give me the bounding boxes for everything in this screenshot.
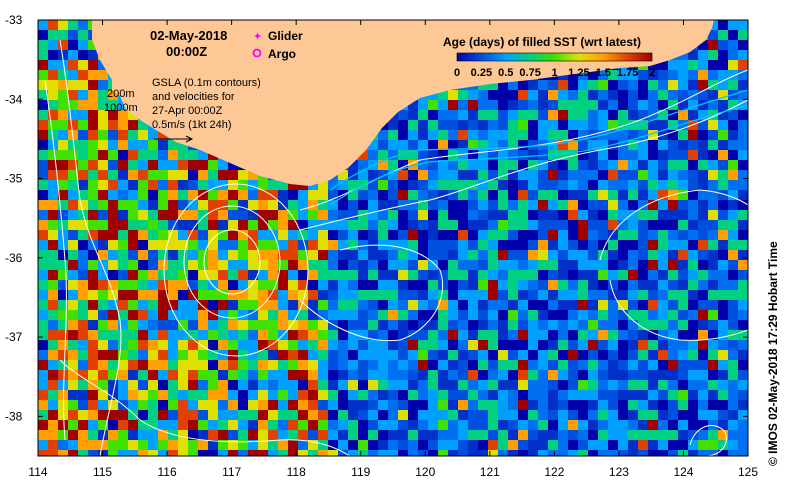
gsla-note-line4: 0.5m/s (1kt 24h) (152, 119, 231, 131)
x-tick-label: 122 (544, 465, 564, 479)
isobaths (329, 89, 748, 206)
y-tick-label: -38 (5, 409, 23, 423)
x-tick-label: 120 (415, 465, 435, 479)
colorbar-tick-label: 0.75 (519, 67, 540, 79)
x-tick-label: 115 (93, 465, 112, 479)
isobath-200m-label: 200m (107, 88, 135, 100)
colorbar-ticks: 0 0.25 0.5 0.75 1 1.25 1.5 1.75 2 (454, 67, 655, 79)
gsla-contour (44, 79, 67, 441)
isobath-1000m (329, 104, 748, 206)
glider-legend-label: Glider (268, 29, 303, 43)
x-tick-label: 114 (28, 465, 47, 479)
imos-credit: © IMOS 02-May-2018 17:29 Hobart Time (766, 241, 780, 466)
x-tick-label: 124 (673, 465, 693, 479)
isobath-200m (329, 89, 748, 191)
gsla-note-line3: 27-Apr 00:00Z (152, 105, 223, 117)
gsla-eddy-contour (203, 229, 261, 295)
y-tick-label: -35 (5, 172, 23, 186)
x-tick-label: 119 (351, 465, 370, 479)
argo-marker-icon (252, 48, 262, 58)
colorbar-tick-label: 1.5 (596, 67, 611, 79)
x-tick-label: 123 (609, 465, 629, 479)
gsla-eddy-contour (183, 205, 281, 319)
colorbar-tick-label: 1.75 (617, 67, 638, 79)
gsla-contour (59, 39, 122, 456)
gsla-contours (44, 39, 748, 456)
y-tick-label: -33 (5, 13, 23, 27)
map-time: 00:00Z (166, 44, 207, 59)
x-tick-label: 116 (158, 465, 177, 479)
australian-coastline-land (92, 20, 714, 186)
colorbar-tick-label: 0 (454, 67, 460, 79)
gsla-contour (299, 244, 444, 342)
gsla-note-line1: GSLA (0.1m contours) (152, 77, 261, 89)
x-tick-label: 118 (287, 465, 306, 479)
argo-legend-label: Argo (268, 47, 296, 61)
y-tick-label: -36 (5, 251, 23, 265)
gsla-contour (299, 99, 748, 231)
plot-frame (37, 19, 749, 457)
gsla-note-line2: and velocities for (152, 91, 235, 103)
y-axis: -33 -34 -35 -36 -37 -38 (5, 13, 748, 423)
gsla-contour (599, 189, 748, 261)
colorbar-tick-label: 0.25 (471, 67, 492, 79)
gsla-contour (59, 359, 351, 456)
colorbar-tick-label: 1 (551, 67, 557, 79)
gsla-contour (609, 279, 748, 341)
colorbar-title: Age (days) of filled SST (wrt latest) (443, 35, 641, 49)
x-tick-label: 121 (480, 465, 500, 479)
glider-marker-icon: ✦ (253, 31, 262, 43)
velocity-arrow-head (185, 135, 194, 143)
y-tick-label: -37 (5, 330, 23, 344)
x-tick-label: 125 (738, 465, 758, 479)
colorbar-tick-label: 1.25 (568, 67, 589, 79)
map-date: 02-May-2018 (150, 28, 227, 43)
gsla-eddy-contour (163, 183, 309, 357)
colorbar-ramp (456, 52, 653, 62)
isobath-1000m-label: 1000m (104, 102, 138, 114)
x-axis: 114 115 116 117 118 119 120 121 122 123 124 125 (28, 20, 758, 479)
gsla-contour (689, 425, 727, 456)
colorbar-tick-label: 2 (649, 67, 655, 79)
y-tick-label: -34 (5, 92, 23, 106)
x-tick-label: 117 (222, 465, 241, 479)
colorbar-tick-label: 0.5 (498, 67, 513, 79)
